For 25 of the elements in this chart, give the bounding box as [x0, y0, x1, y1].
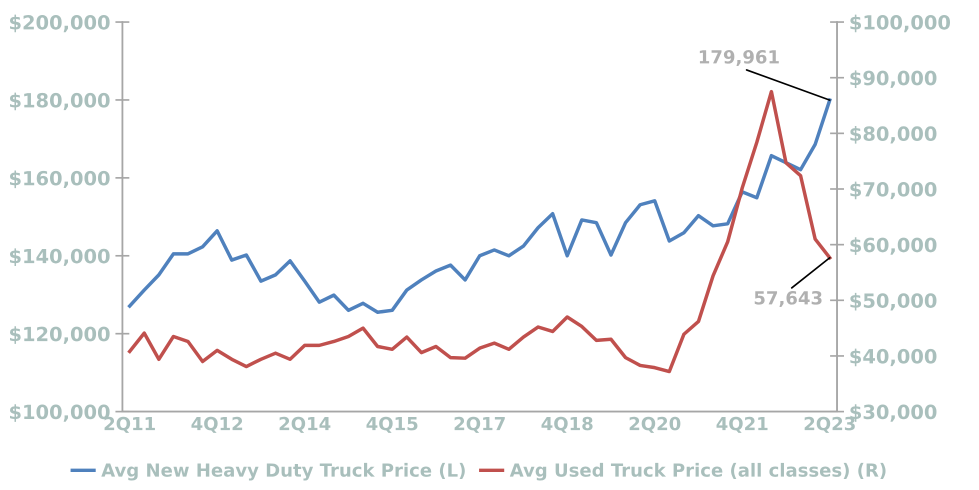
- y-tick-label: $180,000: [10, 92, 110, 110]
- x-tick-label: 4Q12: [191, 416, 242, 433]
- legend-label: Avg New Heavy Duty Truck Price (L): [101, 462, 465, 481]
- data-label: 179,961: [700, 50, 779, 66]
- x-tick-label: 4Q15: [366, 416, 418, 433]
- data-label: 57,643: [754, 291, 822, 307]
- y2-tick-label: $80,000: [850, 126, 936, 144]
- x-tick-label: 2Q20: [630, 416, 680, 433]
- y2-tick-label: $90,000: [850, 70, 936, 88]
- line-series: [128, 90, 832, 374]
- x-tick-label: 4Q21: [716, 416, 768, 433]
- y2-tick-label: $70,000: [850, 182, 936, 200]
- line-series: [128, 98, 832, 314]
- y2-tick-label: $60,000: [850, 237, 936, 255]
- x-tick-label: 4Q18: [542, 416, 593, 433]
- y2-tick-label: $100,000: [850, 14, 950, 32]
- x-tick-label: 2Q17: [454, 416, 505, 433]
- y-tick-label: $140,000: [10, 248, 110, 266]
- legend-label: Avg Used Truck Price (all classes) (R): [510, 462, 886, 481]
- y2-tick-label: $40,000: [850, 348, 936, 366]
- y-tick-label: $120,000: [10, 326, 110, 344]
- y2-tick-label: $50,000: [850, 292, 936, 311]
- y-tick-label: $160,000: [10, 170, 110, 188]
- x-tick-label: 2Q14: [280, 416, 330, 433]
- y-tick-label: $200,000: [10, 14, 110, 32]
